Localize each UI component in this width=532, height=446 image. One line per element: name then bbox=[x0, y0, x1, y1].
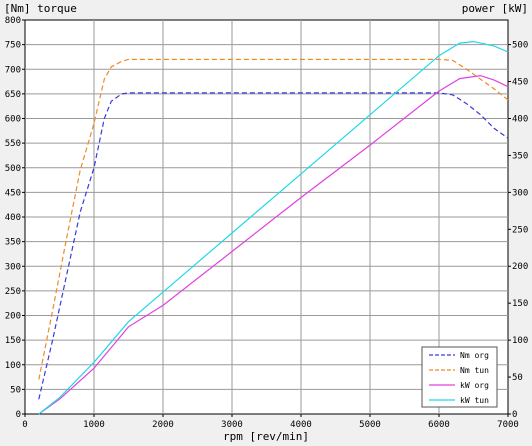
left-tick-label: 150 bbox=[5, 336, 21, 346]
legend-label: kW tun bbox=[460, 396, 489, 405]
left-tick-label: 600 bbox=[5, 115, 21, 125]
x-tick-label: 2000 bbox=[152, 420, 174, 430]
left-tick-label: 200 bbox=[5, 312, 21, 322]
left-tick-label: 800 bbox=[5, 16, 21, 26]
right-tick-label: 500 bbox=[512, 41, 528, 51]
right-axis-ticks: 0 50 100 150 200 250 300 350 400 450 500 bbox=[508, 41, 528, 420]
legend-label: Nm tun bbox=[460, 366, 489, 375]
x-tick-label: 6000 bbox=[428, 420, 450, 430]
legend-box bbox=[421, 346, 498, 408]
right-tick-label: 100 bbox=[512, 336, 528, 346]
grid-lines bbox=[25, 20, 508, 414]
left-tick-label: 250 bbox=[5, 287, 21, 297]
left-tick-label: 450 bbox=[5, 188, 21, 198]
left-tick-label: 50 bbox=[10, 385, 21, 395]
x-tick-label: 5000 bbox=[359, 420, 381, 430]
x-tick-label: 0 bbox=[22, 420, 27, 430]
series-line-kw-org bbox=[38, 74, 509, 415]
left-tick-label: 100 bbox=[5, 361, 21, 371]
x-tick-label: 4000 bbox=[290, 420, 312, 430]
series-layer bbox=[38, 40, 509, 415]
right-axis-label: power [kW] bbox=[462, 2, 528, 15]
left-tick-label: 300 bbox=[5, 262, 21, 272]
x-tick-label: 3000 bbox=[221, 420, 243, 430]
x-axis-ticks: 0 1000 2000 3000 4000 5000 6000 7000 bbox=[22, 414, 519, 430]
right-tick-label: 250 bbox=[512, 225, 528, 235]
right-tick-label: 350 bbox=[512, 151, 528, 161]
series-line-nm-org bbox=[38, 92, 509, 400]
left-tick-label: 0 bbox=[16, 410, 21, 420]
x-tick-label: 1000 bbox=[83, 420, 105, 430]
right-tick-label: 450 bbox=[512, 78, 528, 88]
legend: Nm org Nm tun kW org kW tun bbox=[421, 346, 498, 408]
right-tick-label: 0 bbox=[512, 410, 517, 420]
right-tick-label: 400 bbox=[512, 114, 528, 124]
right-tick-label: 300 bbox=[512, 188, 528, 198]
left-tick-label: 550 bbox=[5, 139, 21, 149]
left-tick-label: 500 bbox=[5, 164, 21, 174]
x-axis-label: rpm [rev/min] bbox=[223, 430, 309, 443]
left-tick-label: 750 bbox=[5, 41, 21, 51]
left-axis-ticks: 0 50 100 150 200 250 300 350 400 450 500 550 600 650 7… bbox=[5, 16, 25, 420]
left-tick-label: 350 bbox=[5, 238, 21, 248]
right-tick-label: 50 bbox=[512, 373, 523, 383]
series-line-nm-tun bbox=[38, 58, 509, 380]
right-tick-label: 200 bbox=[512, 262, 528, 272]
legend-label: Nm org bbox=[460, 351, 489, 360]
left-tick-label: 700 bbox=[5, 65, 21, 75]
left-axis-label: [Nm] torque bbox=[4, 2, 77, 15]
right-tick-label: 150 bbox=[512, 299, 528, 309]
legend-label: kW org bbox=[460, 381, 489, 390]
series-line-kw-tun bbox=[38, 40, 509, 415]
x-tick-label: 7000 bbox=[497, 420, 519, 430]
left-tick-label: 650 bbox=[5, 90, 21, 100]
left-tick-label: 400 bbox=[5, 213, 21, 223]
